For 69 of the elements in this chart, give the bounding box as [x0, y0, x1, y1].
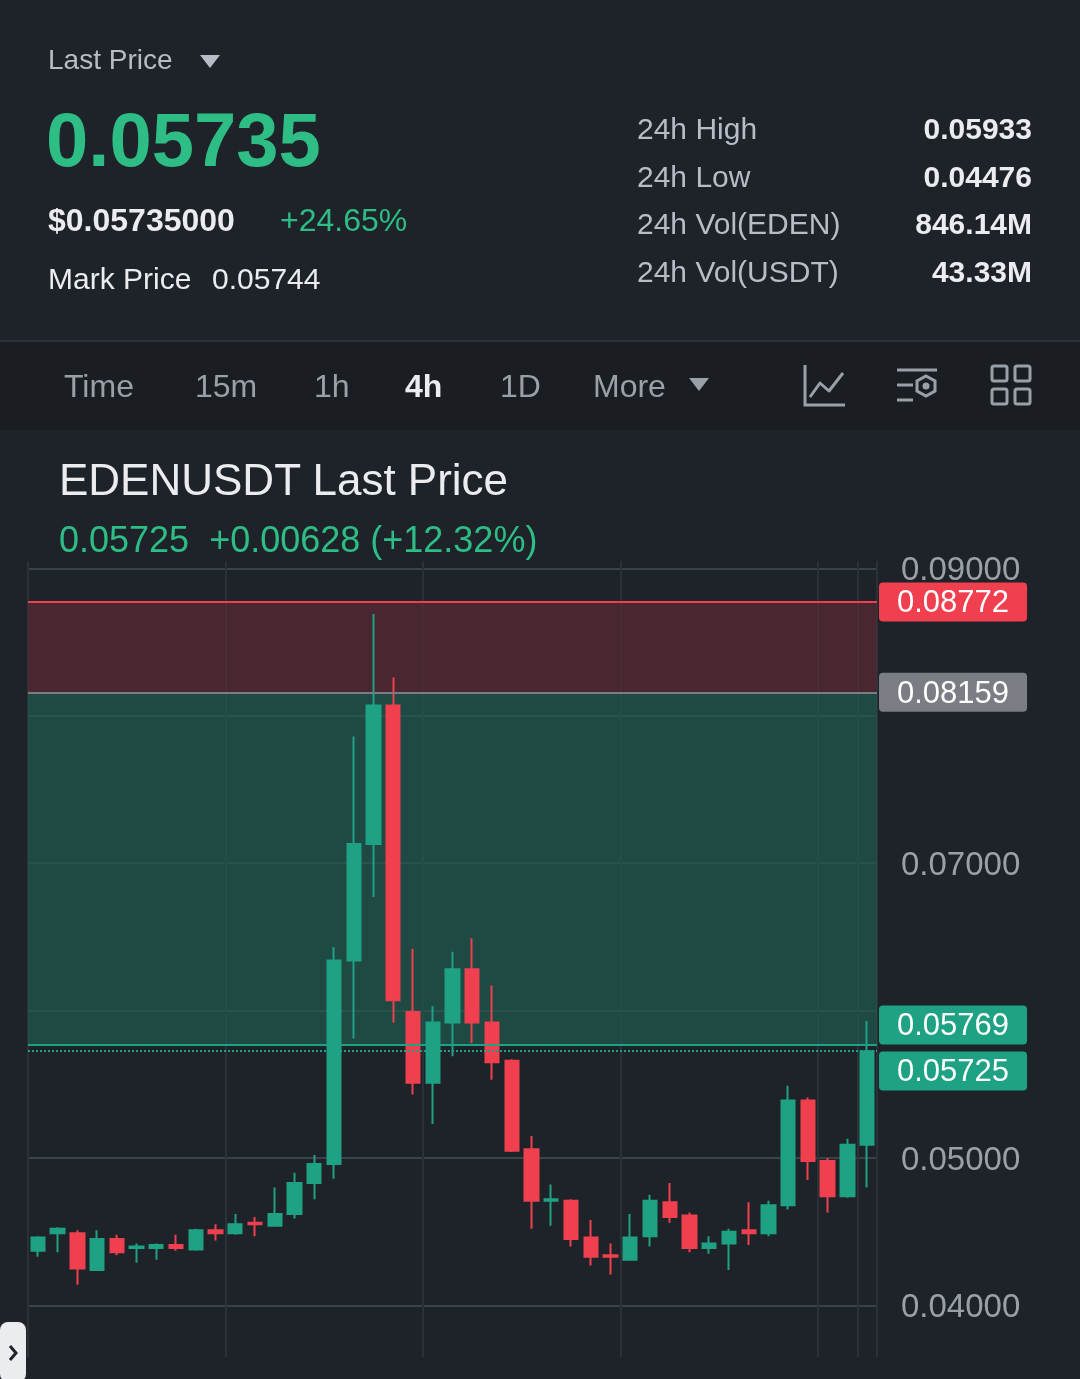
y-tick-label: 0.05000 [901, 1139, 1021, 1177]
text: 0.05933 [923, 112, 1032, 147]
candlestick [602, 1242, 619, 1276]
candlestick [721, 1227, 737, 1272]
candlestick [484, 984, 500, 1081]
text: 846.14M [915, 207, 1032, 242]
candlestick [30, 1235, 46, 1258]
candlestick [800, 1096, 816, 1182]
candlestick [741, 1201, 757, 1246]
candlestick [109, 1233, 125, 1257]
text: 24h High [637, 112, 758, 147]
candlestick [583, 1218, 599, 1267]
candlestick [662, 1182, 678, 1224]
chart-subtitle: 0.05725 +0.00628 (+12.32%) [59, 518, 538, 560]
candlestick [504, 1058, 520, 1154]
y-tick-label: 0.09000 [901, 549, 1021, 587]
candlestick [365, 613, 382, 899]
text: Last Price [48, 44, 173, 77]
candlestick [49, 1226, 66, 1254]
text: More [593, 368, 666, 405]
y-tick-label: 0.04000 [901, 1286, 1021, 1324]
text: 4h [405, 368, 443, 405]
text: 24h Low [637, 160, 751, 195]
candlestick [89, 1229, 105, 1272]
text: 0.04476 [923, 160, 1032, 195]
candlestick [642, 1193, 658, 1248]
candlestick [543, 1183, 559, 1227]
candlestick [622, 1213, 638, 1261]
candlestick [780, 1084, 796, 1211]
candlestick [286, 1171, 303, 1220]
candlestick [563, 1198, 579, 1248]
candlestick [188, 1227, 204, 1252]
candlestick [227, 1213, 243, 1236]
candlestick [267, 1186, 283, 1227]
candlestick [306, 1154, 322, 1201]
candlestick [385, 676, 401, 1024]
candlestick [839, 1137, 856, 1199]
text: 24h Vol(USDT) [637, 255, 839, 290]
y-tick-label: 0.07000 [901, 844, 1021, 882]
text: 15m [195, 368, 258, 405]
text: $0.05735000 [48, 202, 235, 239]
ref-line-label: 0.08772 [897, 584, 1010, 620]
candlestick [464, 937, 480, 1045]
candlestick [701, 1235, 717, 1255]
candlestick [346, 735, 362, 1040]
candlestick [148, 1242, 164, 1261]
chart-title: EDENUSDT Last Price [59, 454, 509, 504]
text: 1D [500, 368, 541, 405]
candlestick [207, 1223, 224, 1242]
candlestick [69, 1229, 86, 1286]
candlestick [405, 947, 421, 1096]
ref-line-label: 0.08159 [897, 674, 1010, 710]
text: Mark Price [48, 262, 192, 297]
ref-line-label: 0.05725 [897, 1053, 1010, 1089]
ref-line-label: 0.05769 [897, 1007, 1010, 1043]
candlestick [819, 1157, 836, 1214]
text: 1h [314, 368, 350, 405]
text: 0.05735 [46, 96, 321, 184]
text: 43.33M [931, 255, 1032, 290]
candlestick [128, 1242, 145, 1264]
text: 24h Vol(EDEN) [637, 207, 841, 242]
candlestick [523, 1134, 540, 1230]
text: +24.65% [280, 202, 408, 239]
text: Time [64, 368, 134, 405]
text: 0.05744 [212, 262, 321, 297]
candlestick [247, 1215, 263, 1238]
candlestick [760, 1199, 777, 1238]
candlestick [168, 1233, 184, 1252]
candlestick [681, 1211, 698, 1254]
